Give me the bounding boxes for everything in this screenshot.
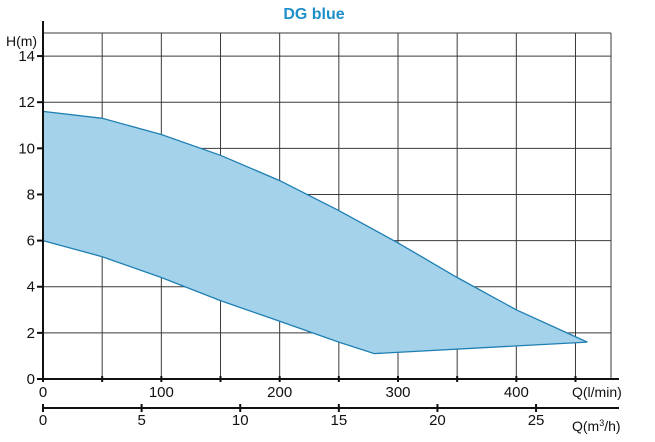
y-tick-label: 2	[27, 325, 35, 342]
y-tick-label: 8	[27, 186, 35, 203]
y-tick-label: 10	[18, 140, 35, 157]
y-tick-label: 4	[27, 279, 35, 296]
x-tick-label-lmin: 0	[39, 384, 47, 401]
x-tick-label-lmin: 200	[267, 384, 292, 401]
lower-curve	[42, 239, 588, 355]
x-axis-label-lmin: Q(l/min)	[572, 384, 622, 400]
x-tick-label-m3h: 10	[232, 412, 249, 429]
upper-curve	[42, 110, 588, 343]
x-axis-label-m3h: Q(m3/h)	[572, 418, 621, 434]
x-tick-label-m3h: 5	[137, 412, 145, 429]
y-tick-label: 6	[27, 233, 35, 250]
x-tick-label-lmin: 400	[504, 384, 529, 401]
y-tick-label: 0	[27, 371, 35, 388]
y-tick-label: 14	[18, 48, 35, 65]
plot-area	[42, 110, 588, 355]
operating-area	[43, 111, 588, 354]
x-axis-ticks-m3h: 0 5 10 15 20 25	[39, 404, 545, 429]
x-tick-label-m3h: 20	[429, 412, 446, 429]
axes	[42, 21, 619, 409]
x-tick-label-lmin: 100	[149, 384, 174, 401]
x-tick-label-lmin: 300	[385, 384, 410, 401]
x-axis-ticks-lmin: 0 100 200 300 400	[39, 376, 577, 401]
x-tick-label-m3h: 0	[39, 412, 47, 429]
y-tick-label: 12	[18, 94, 35, 111]
chart-title: DG blue	[283, 6, 344, 23]
x-tick-label-m3h: 25	[528, 412, 545, 429]
x-tick-label-m3h: 15	[330, 412, 347, 429]
y-axis-label: H(m)	[6, 33, 37, 49]
y-axis-ticks: 0 2 4 6 8 10 12 14	[18, 48, 43, 388]
